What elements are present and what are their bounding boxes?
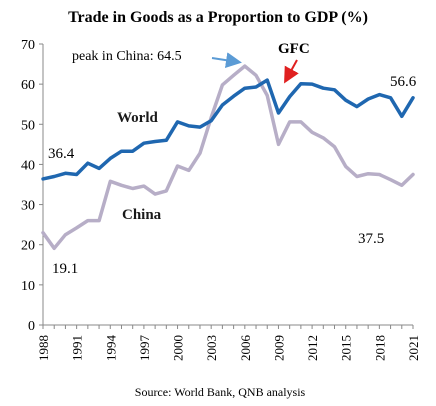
series-layer: [41, 64, 415, 251]
y-tick-label: 70: [21, 38, 35, 53]
x-tick-label: 2018: [372, 335, 387, 361]
x-tick-label: 1994: [103, 335, 118, 362]
x-tick-label: 2006: [238, 335, 253, 362]
x-tick-label: 2021: [406, 335, 421, 361]
annotations: World China 36.4 56.6 19.1 37.5 peak in China:…: [48, 41, 417, 277]
world-start-label: 36.4: [48, 146, 75, 162]
axes: 0 10 20 30 40 50 60 70 1988 1991 1994 1997 2000 2003 2…: [21, 38, 421, 361]
x-tick-label: 2012: [305, 335, 320, 361]
x-tick-label: 1997: [137, 335, 152, 362]
chart-title: Trade in Goods as a Proportion to GDP (%…: [68, 9, 368, 26]
gfc-label: GFC: [278, 41, 310, 57]
y-tick-label: 40: [21, 158, 35, 173]
china-series-label: China: [122, 207, 162, 223]
x-tick-label: 1988: [36, 335, 51, 361]
china-peak-label: peak in China: 64.5: [72, 49, 182, 64]
peak-arrow: [211, 52, 242, 69]
china-end-label: 37.5: [358, 231, 384, 247]
y-tick-label: 30: [21, 199, 35, 214]
y-tick-label: 20: [21, 239, 35, 254]
series-line-world: [41, 78, 415, 181]
china-start-label: 19.1: [52, 261, 78, 277]
gfc-arrow: [284, 59, 299, 84]
world-series-label: World: [117, 110, 158, 126]
y-tick-label: 10: [21, 279, 35, 294]
world-end-label: 56.6: [390, 74, 417, 90]
y-tick-label: 0: [28, 319, 35, 334]
x-tick-label: 1991: [70, 335, 85, 361]
y-tick-label: 50: [21, 118, 35, 133]
x-tick-label: 2003: [204, 335, 219, 361]
series-line-china: [41, 64, 415, 251]
x-tick-label: 2009: [271, 335, 286, 361]
y-tick-label: 60: [21, 78, 35, 93]
x-tick-label: 2015: [339, 335, 354, 361]
x-tick-label: 2000: [171, 335, 186, 361]
source-note: Source: World Bank, QNB analysis: [135, 385, 306, 399]
